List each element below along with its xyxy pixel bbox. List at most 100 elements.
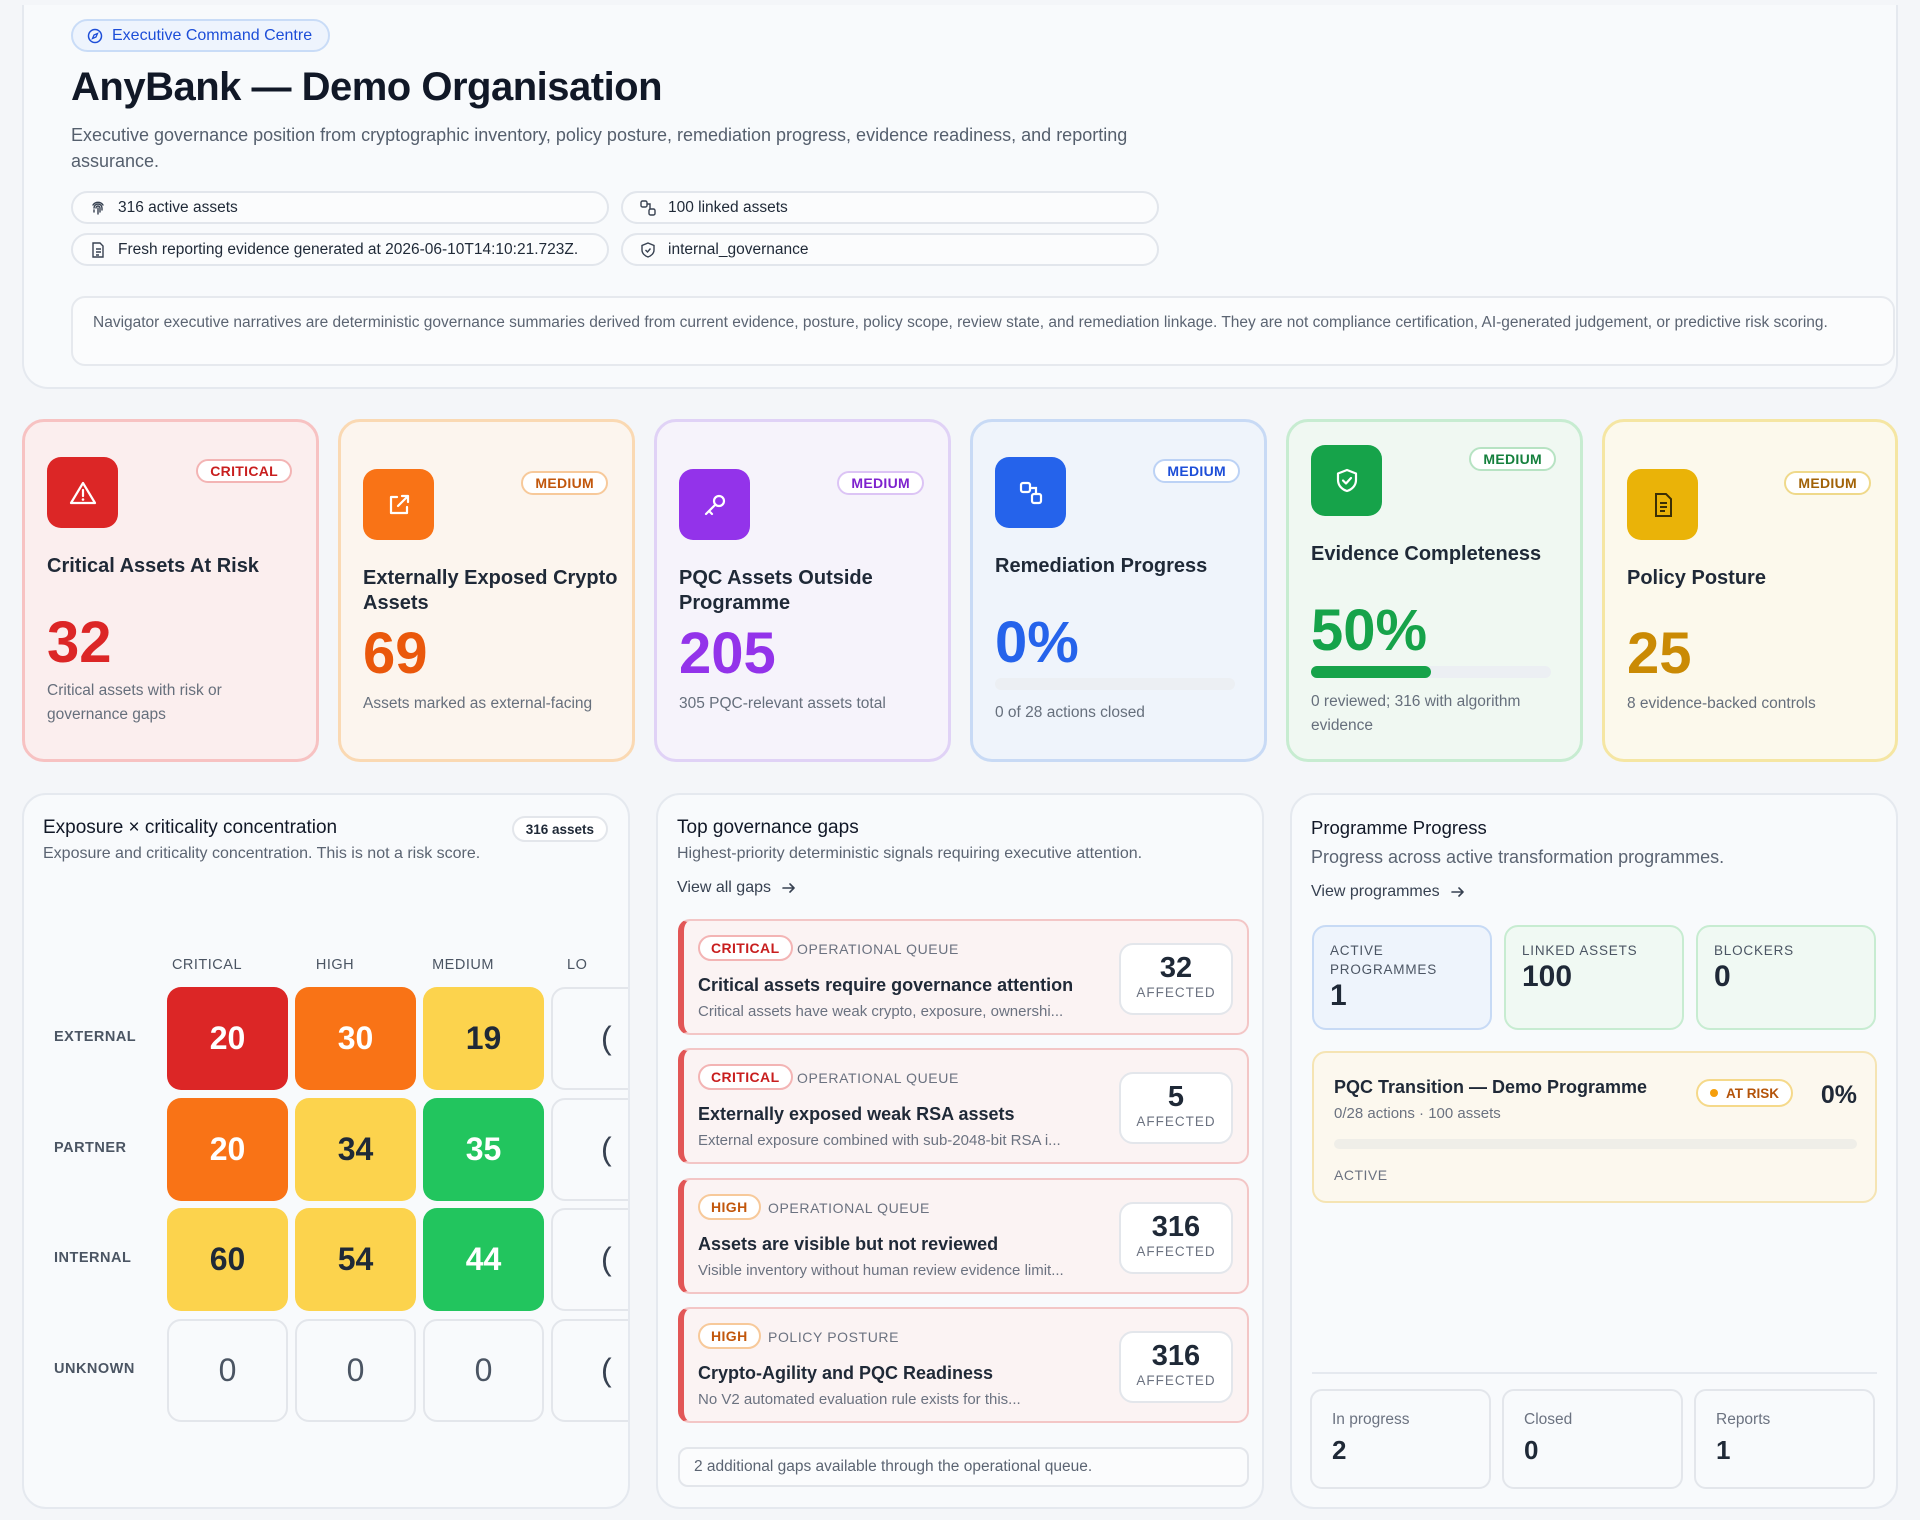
kpi-value: 69 bbox=[363, 621, 428, 686]
kpi-card-remediation-progress[interactable]: MEDIUM Remediation Progress 0% 0 of 28 a… bbox=[970, 419, 1267, 762]
linked-assets-pill: 100 linked assets bbox=[621, 191, 1159, 224]
heatmap-cell[interactable]: 35 bbox=[423, 1098, 544, 1201]
stat-value: 100 bbox=[1522, 960, 1573, 993]
stat-value: 2 bbox=[1332, 1435, 1347, 1465]
shield-check-icon bbox=[1311, 445, 1382, 516]
heatmap-cell[interactable]: 60 bbox=[167, 1208, 288, 1311]
programme-name: PQC Transition — Demo Programme bbox=[1334, 1077, 1648, 1097]
heatmap-cell[interactable]: ( bbox=[551, 1208, 628, 1311]
stat-value: 0 bbox=[1714, 960, 1731, 993]
status-label: AT RISK bbox=[1726, 1085, 1779, 1101]
status-dot-icon bbox=[1710, 1089, 1718, 1097]
section-title: Programme Progress bbox=[1311, 817, 1487, 838]
kpi-title: Externally Exposed Crypto Assets bbox=[363, 567, 618, 614]
stat-linked-assets: LINKED ASSETS 100 bbox=[1504, 925, 1684, 1030]
pill-label: 316 active assets bbox=[118, 198, 238, 216]
programme-percent: 0% bbox=[1820, 1081, 1857, 1109]
gap-description: Visible inventory without human review e… bbox=[698, 1262, 1064, 1279]
view-all-gaps-link[interactable]: View all gaps bbox=[677, 879, 797, 897]
kpi-card-critical-assets[interactable]: CRITICAL Critical Assets At Risk 32 Crit… bbox=[22, 419, 319, 762]
gap-card[interactable]: CRITICAL OPERATIONAL QUEUE Critical asse… bbox=[678, 919, 1249, 1035]
heatmap-cell[interactable]: ( bbox=[551, 1319, 628, 1422]
section-subtitle: Highest-priority deterministic signals r… bbox=[677, 845, 1143, 862]
kpi-value: 25 bbox=[1627, 621, 1692, 686]
in-progress-stat: In progress 2 bbox=[1310, 1389, 1491, 1489]
kpi-card-externally-exposed[interactable]: MEDIUM Externally Exposed Crypto Assets … bbox=[338, 419, 635, 762]
view-programmes-link[interactable]: View programmes bbox=[1311, 883, 1466, 901]
affected-count: 316 bbox=[1151, 1211, 1201, 1243]
stat-blockers: BLOCKERS 0 bbox=[1696, 925, 1876, 1030]
row-header-partner: PARTNER bbox=[54, 1140, 127, 1156]
affected-label: AFFECTED bbox=[1136, 1114, 1216, 1129]
page-description: Executive governance position from crypt… bbox=[71, 125, 1128, 171]
at-risk-badge: AT RISK bbox=[1696, 1079, 1793, 1107]
heatmap-cell[interactable]: 34 bbox=[295, 1098, 416, 1201]
heatmap-cell[interactable]: 54 bbox=[295, 1208, 416, 1311]
gap-card[interactable]: HIGH OPERATIONAL QUEUE Assets are visibl… bbox=[678, 1178, 1249, 1294]
pill-label: 100 linked assets bbox=[668, 198, 788, 216]
gap-card[interactable]: CRITICAL OPERATIONAL QUEUE Externally ex… bbox=[678, 1048, 1249, 1164]
affected-label: AFFECTED bbox=[1136, 1244, 1216, 1259]
kpi-value: 50% bbox=[1311, 598, 1428, 663]
column-header-critical: CRITICAL bbox=[171, 957, 243, 973]
kpi-subtitle: 0 reviewed; 316 with algorithm evidence bbox=[1311, 693, 1521, 734]
severity-badge: MEDIUM bbox=[837, 471, 924, 495]
severity-tag: HIGH bbox=[698, 1194, 761, 1220]
external-link-icon bbox=[363, 469, 434, 540]
heatmap-cell[interactable]: 0 bbox=[423, 1319, 544, 1422]
kpi-card-pqc-assets[interactable]: MEDIUM PQC Assets Outside Programme 205 … bbox=[654, 419, 951, 762]
severity-tag: CRITICAL bbox=[698, 935, 793, 961]
heatmap-cell[interactable]: ( bbox=[551, 987, 628, 1090]
stat-label: Closed bbox=[1524, 1411, 1573, 1428]
gap-title: Externally exposed weak RSA assets bbox=[698, 1104, 1015, 1124]
kpi-card-evidence-completeness[interactable]: MEDIUM Evidence Completeness 50% 0 revie… bbox=[1286, 419, 1583, 762]
column-header-medium: MEDIUM bbox=[432, 957, 494, 973]
stat-value: 1 bbox=[1330, 979, 1347, 1012]
remediation-progress-bar bbox=[995, 678, 1235, 690]
pill-label: internal_governance bbox=[668, 240, 809, 258]
heatmap-cell[interactable]: 20 bbox=[167, 987, 288, 1090]
disclaimer-note: Navigator executive narratives are deter… bbox=[71, 296, 1895, 366]
kpi-card-policy-posture[interactable]: MEDIUM Policy Posture 25 8 evidence-back… bbox=[1602, 419, 1898, 762]
heatmap-cell[interactable]: 44 bbox=[423, 1208, 544, 1311]
heatmap-cell[interactable]: 0 bbox=[167, 1319, 288, 1422]
heatmap-cell[interactable]: 19 bbox=[423, 987, 544, 1090]
affected-count: 5 bbox=[1167, 1081, 1185, 1113]
gap-description: No V2 automated evaluation rule exists f… bbox=[698, 1391, 1021, 1408]
kpi-subtitle: Critical assets with risk or governance … bbox=[47, 682, 222, 723]
kpi-subtitle: Assets marked as external-facing bbox=[363, 695, 593, 712]
severity-badge: MEDIUM bbox=[1784, 471, 1871, 495]
fingerprint-icon bbox=[92, 201, 104, 215]
queue-label: OPERATIONAL QUEUE bbox=[797, 1070, 959, 1086]
programme-card[interactable]: PQC Transition — Demo Programme 0/28 act… bbox=[1312, 1051, 1877, 1203]
executive-command-centre-badge: Executive Command Centre bbox=[71, 19, 331, 52]
stat-value: 0 bbox=[1524, 1435, 1539, 1465]
asset-count-badge: 316 assets bbox=[511, 816, 608, 842]
gap-title: Crypto-Agility and PQC Readiness bbox=[698, 1363, 994, 1383]
heatmap-cell[interactable]: 30 bbox=[295, 987, 416, 1090]
link-label: View all gaps bbox=[677, 879, 771, 896]
heatmap-cell[interactable]: ( bbox=[551, 1098, 628, 1201]
kpi-value: 0% bbox=[995, 610, 1079, 675]
badge-label: Executive Command Centre bbox=[112, 26, 313, 44]
active-assets-pill: 316 active assets bbox=[71, 191, 609, 224]
stat-label: BLOCKERS bbox=[1714, 943, 1794, 958]
kpi-title: Remediation Progress bbox=[995, 555, 1208, 577]
link-icon bbox=[640, 199, 656, 216]
kpi-value: 32 bbox=[47, 610, 112, 675]
affected-label: AFFECTED bbox=[1136, 1373, 1216, 1388]
row-header-internal: INTERNAL bbox=[54, 1250, 132, 1266]
stat-label: Reports bbox=[1716, 1411, 1771, 1428]
stat-label: ACTIVE PROGRAMMES bbox=[1330, 943, 1438, 977]
column-header-low: LO bbox=[567, 957, 588, 973]
heatmap-cell[interactable]: 0 bbox=[295, 1319, 416, 1422]
affected-count-box: 316 AFFECTED bbox=[1119, 1331, 1233, 1403]
kpi-title: Evidence Completeness bbox=[1311, 543, 1542, 565]
queue-label: OPERATIONAL QUEUE bbox=[797, 941, 959, 957]
reports-stat: Reports 1 bbox=[1694, 1389, 1875, 1489]
gap-title: Critical assets require governance atten… bbox=[698, 975, 1074, 995]
heatmap-cell[interactable]: 20 bbox=[167, 1098, 288, 1201]
programme-meta: 0/28 actions · 100 assets bbox=[1334, 1105, 1501, 1122]
gap-card[interactable]: HIGH POLICY POSTURE Crypto-Agility and P… bbox=[678, 1307, 1249, 1423]
header-panel: Executive Command Centre AnyBank — Demo … bbox=[22, 5, 1898, 389]
